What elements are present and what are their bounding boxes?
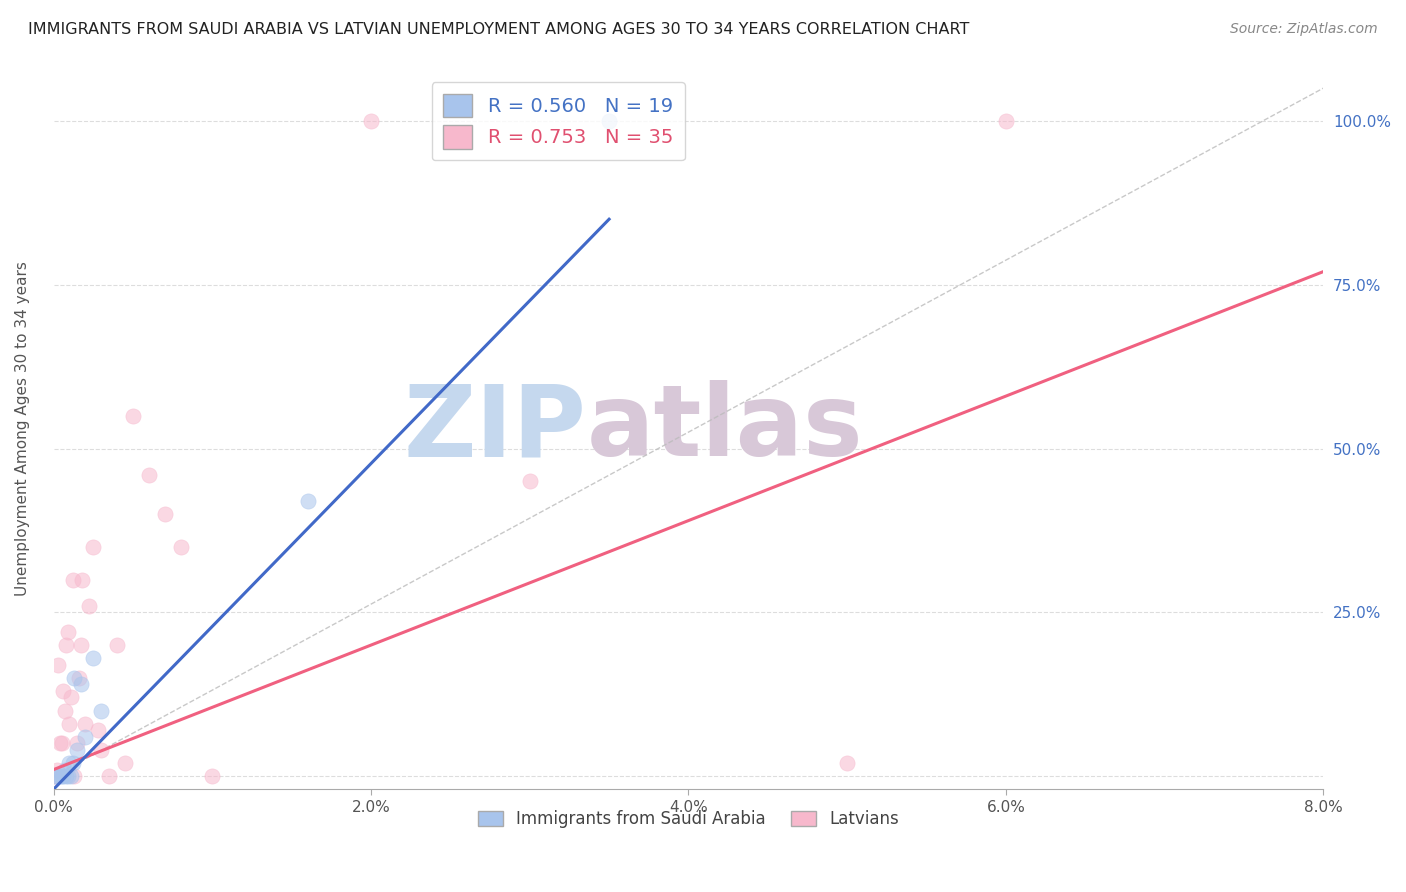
Point	[56, 624, 79, 639]
Point	[58, 716, 80, 731]
Point	[45, 769, 67, 783]
Point	[90, 704, 112, 718]
Point	[48, 657, 70, 672]
Point	[598, 114, 620, 128]
Point	[98, 769, 121, 783]
Point	[60, 769, 83, 783]
Point	[77, 599, 100, 613]
Point	[51, 769, 73, 783]
Point	[360, 114, 382, 128]
Point	[55, 769, 77, 783]
Point	[52, 684, 75, 698]
Point	[201, 769, 224, 783]
Point	[63, 671, 86, 685]
Point	[53, 704, 76, 718]
Point	[114, 756, 136, 770]
Point	[69, 638, 91, 652]
Point	[66, 743, 89, 757]
Point	[75, 716, 97, 731]
Point	[837, 756, 859, 770]
Point	[63, 769, 86, 783]
Point	[153, 507, 176, 521]
Point	[49, 736, 72, 750]
Text: Source: ZipAtlas.com: Source: ZipAtlas.com	[1230, 22, 1378, 37]
Point	[138, 467, 160, 482]
Point	[52, 769, 75, 783]
Point	[82, 540, 104, 554]
Point	[82, 651, 104, 665]
Point	[55, 638, 77, 652]
Point	[60, 690, 83, 705]
Point	[90, 743, 112, 757]
Point	[66, 736, 89, 750]
Point	[53, 763, 76, 777]
Point	[67, 671, 90, 685]
Point	[49, 769, 72, 783]
Point	[169, 540, 191, 554]
Point	[297, 494, 319, 508]
Point	[69, 677, 91, 691]
Legend: Immigrants from Saudi Arabia, Latvians: Immigrants from Saudi Arabia, Latvians	[471, 804, 905, 835]
Point	[62, 573, 84, 587]
Point	[42, 769, 65, 783]
Point	[51, 736, 73, 750]
Point	[62, 756, 84, 770]
Point	[42, 769, 65, 783]
Point	[519, 475, 541, 489]
Text: ZIP: ZIP	[404, 380, 586, 477]
Text: IMMIGRANTS FROM SAUDI ARABIA VS LATVIAN UNEMPLOYMENT AMONG AGES 30 TO 34 YEARS C: IMMIGRANTS FROM SAUDI ARABIA VS LATVIAN …	[28, 22, 970, 37]
Point	[45, 763, 67, 777]
Point	[70, 573, 93, 587]
Point	[105, 638, 128, 652]
Point	[87, 723, 110, 738]
Point	[75, 730, 97, 744]
Y-axis label: Unemployment Among Ages 30 to 34 years: Unemployment Among Ages 30 to 34 years	[15, 261, 30, 597]
Point	[994, 114, 1017, 128]
Point	[58, 756, 80, 770]
Point	[44, 769, 66, 783]
Point	[122, 409, 145, 423]
Point	[56, 769, 79, 783]
Text: atlas: atlas	[586, 380, 863, 477]
